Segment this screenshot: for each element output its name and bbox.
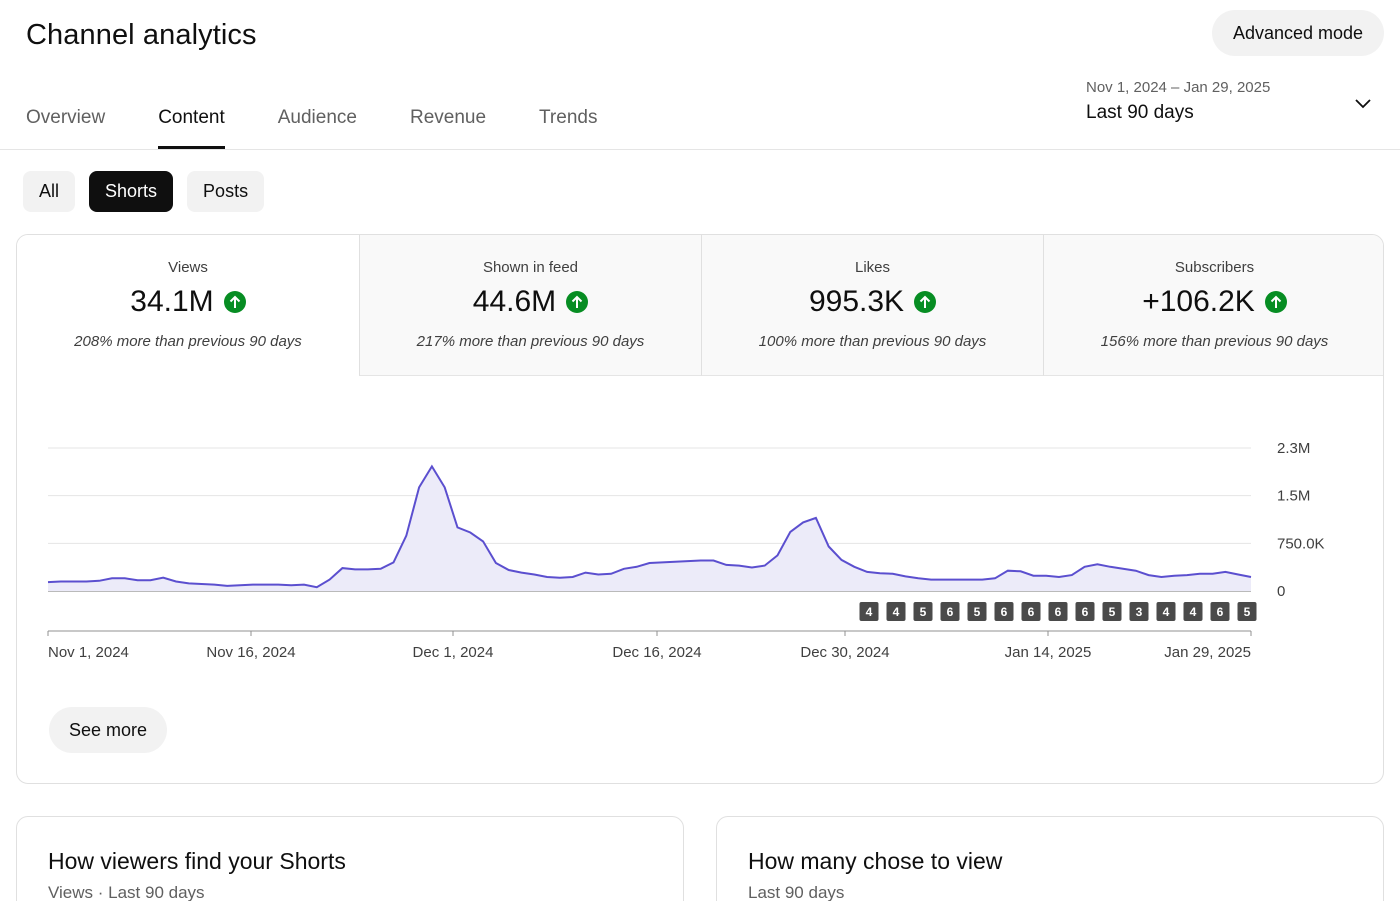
date-range-picker[interactable]: Nov 1, 2024 – Jan 29, 2025 Last 90 days <box>1086 76 1376 136</box>
tab-trends[interactable]: Trends <box>539 107 598 128</box>
publish-badge <box>994 602 1014 621</box>
x-tick-label: Dec 16, 2024 <box>612 644 701 661</box>
metric-label: Likes <box>854 259 891 276</box>
card-title: How viewers find your Shorts <box>48 848 346 874</box>
y-tick-label: 2.3M <box>1277 440 1310 457</box>
publish-badge-count: 6 <box>1055 605 1062 619</box>
see-more-button[interactable]: See more <box>49 707 167 753</box>
metric-label: Shown in feed <box>482 259 579 276</box>
content-type-filters: All Shorts Posts <box>23 171 265 212</box>
publish-badge-count: 5 <box>1109 605 1116 619</box>
metric-tile-shown-in-feed[interactable]: Shown in feed 44.6M 217% more than previ… <box>359 235 701 376</box>
metric-tile-likes[interactable]: Likes 995.3K 100% more than previous 90 … <box>701 235 1043 376</box>
y-tick-label: 750.0K <box>1277 535 1325 552</box>
metric-delta: 156% more than previous 90 days <box>1100 333 1329 350</box>
publish-badge <box>1129 602 1149 621</box>
metric-delta: 217% more than previous 90 days <box>416 333 645 350</box>
analytics-tabs: Overview Content Audience Revenue Trends <box>26 104 650 149</box>
y-tick-label: 1.5M <box>1277 488 1310 505</box>
metric-delta: 208% more than previous 90 days <box>74 333 302 350</box>
publish-badge <box>940 602 960 621</box>
publish-badge-count: 4 <box>866 605 873 619</box>
publish-badge-count: 3 <box>1136 605 1143 619</box>
card-subtitle: Last 90 days <box>748 883 845 901</box>
metric-label: Subscribers <box>1174 259 1255 276</box>
date-range-text: Nov 1, 2024 – Jan 29, 2025 <box>1086 79 1271 96</box>
publish-badge-count: 5 <box>974 605 981 619</box>
publish-badge <box>1021 602 1041 621</box>
publish-badge <box>1183 602 1203 621</box>
date-preset-text: Last 90 days <box>1086 102 1194 123</box>
publish-badge-count: 6 <box>1028 605 1035 619</box>
x-tick-label: Nov 1, 2024 <box>48 644 129 661</box>
tab-overview[interactable]: Overview <box>26 107 106 128</box>
publish-badge <box>1237 602 1257 621</box>
publish-badge-count: 6 <box>1217 605 1224 619</box>
filter-chip-all[interactable]: All <box>23 171 76 212</box>
viewed-vs-swiped-card[interactable]: How many chose to view Last 90 days <box>716 816 1384 901</box>
views-line <box>47 464 1252 589</box>
publish-badge-count: 6 <box>947 605 954 619</box>
publish-badge-count: 6 <box>1082 605 1089 619</box>
tab-audience[interactable]: Audience <box>277 107 357 128</box>
metric-value: +106.2K <box>1142 285 1255 318</box>
metric-tile-views[interactable]: Views 34.1M 208% more than previous 90 d… <box>17 235 359 376</box>
views-area <box>48 466 1251 591</box>
arrow-up-circle-icon <box>1264 291 1287 313</box>
card-subtitle: Views · Last 90 days <box>48 883 205 901</box>
tab-revenue[interactable]: Revenue <box>409 107 487 128</box>
metrics-card: Views 34.1M 208% more than previous 90 d… <box>16 234 1384 784</box>
card-title: How many chose to view <box>748 848 1003 874</box>
filter-chip-posts[interactable]: Posts <box>187 171 265 212</box>
metric-value: 44.6M <box>472 285 557 318</box>
publish-badge <box>1048 602 1068 621</box>
arrow-up-circle-icon <box>914 291 937 313</box>
filter-chip-shorts[interactable]: Shorts <box>89 171 174 212</box>
arrow-up-circle-icon <box>566 291 589 313</box>
publish-badge-count: 4 <box>1163 605 1170 619</box>
y-tick-label: 0 <box>1277 583 1285 600</box>
chevron-down-icon <box>1355 99 1371 109</box>
metric-value: 995.3K <box>808 285 905 318</box>
publish-badge-count: 5 <box>920 605 927 619</box>
publish-badge-count: 6 <box>1001 605 1008 619</box>
publish-badge <box>913 602 933 621</box>
publish-badge <box>1102 602 1122 621</box>
publish-badge <box>1156 602 1176 621</box>
publish-badge <box>859 602 879 621</box>
tabs-divider <box>0 149 1400 150</box>
x-tick-label: Jan 14, 2025 <box>1005 644 1092 661</box>
metric-label: Views <box>168 259 208 276</box>
x-tick-label: Nov 16, 2024 <box>206 644 295 661</box>
publish-badge <box>967 602 987 621</box>
page-title: Channel analytics <box>26 19 257 51</box>
publish-badge <box>886 602 906 621</box>
publish-badge-count: 5 <box>1244 605 1251 619</box>
metric-tiles: Views 34.1M 208% more than previous 90 d… <box>17 235 1383 376</box>
publish-badge <box>1210 602 1230 621</box>
publish-badge-count: 4 <box>1190 605 1197 619</box>
publish-badge-count: 4 <box>893 605 900 619</box>
metric-value: 34.1M <box>130 285 214 318</box>
x-tick-label: Dec 1, 2024 <box>413 644 494 661</box>
metric-tile-subscribers[interactable]: Subscribers +106.2K 156% more than previ… <box>1043 235 1383 376</box>
traffic-sources-card[interactable]: How viewers find your Shorts Views · Las… <box>16 816 684 901</box>
advanced-mode-button[interactable]: Advanced mode <box>1212 10 1384 56</box>
tab-content[interactable]: Content <box>158 104 225 149</box>
metric-delta: 100% more than previous 90 days <box>758 333 987 350</box>
publish-badge <box>1075 602 1095 621</box>
arrow-up-circle-icon <box>223 291 246 313</box>
x-tick-label: Jan 29, 2025 <box>1164 644 1251 661</box>
x-tick-label: Dec 30, 2024 <box>800 644 889 661</box>
views-chart[interactable]: 0 750.0K 1.5M 2.3M 4 4 5 6 5 6 6 6 6 5 3 4 4 6 5 Nov 1, 202… <box>17 385 1383 685</box>
